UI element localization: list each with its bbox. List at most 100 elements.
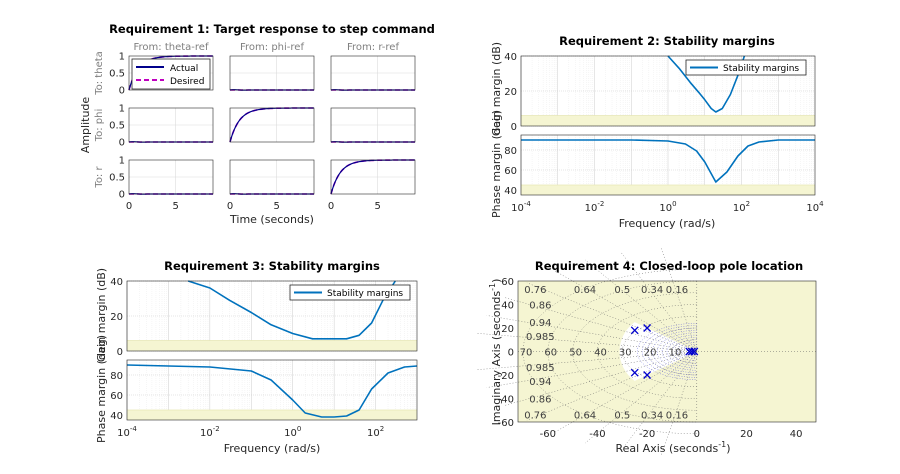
margin-bound-region <box>127 410 417 420</box>
req1-row-label-1: To: theta <box>94 51 105 96</box>
req2-ylabel-phase: Phase margin (deg) <box>490 110 503 218</box>
phase-margin-panel: 40 60 80 <box>504 134 816 197</box>
req4-damping-label: 0.985 <box>526 363 555 374</box>
req1-ytick-label: 1 <box>119 52 125 63</box>
margin-ytick-label: 40 <box>110 277 123 288</box>
req1-row-label-2: To: phi <box>94 109 105 143</box>
req4-damping-line <box>486 351 697 388</box>
req4-damping-line <box>584 259 697 352</box>
req4-xlabel-close: ) <box>726 442 730 455</box>
req3-title: Requirement 3: Stability margins <box>164 259 380 273</box>
req4-frequency-circle <box>646 327 697 376</box>
req1-xtick-label: 5 <box>172 201 178 212</box>
margin-xtick-label: 10-4 <box>511 200 531 214</box>
margin-ytick-label: 20 <box>504 87 517 98</box>
req4-damping-label: 0.76 <box>524 285 546 296</box>
gain-margin-panel: 0 20 40 <box>504 52 816 133</box>
req1-xtick-label: 0 <box>126 201 132 212</box>
req4-damping-label: 0.5 <box>614 410 630 421</box>
req4-pole-marker <box>630 368 639 377</box>
req4-damping-label: 0.94 <box>529 318 551 329</box>
req1-panel-2-1: 00.51 <box>109 104 214 149</box>
req1-xtick-label: 5 <box>374 201 380 212</box>
req1-panel-1-2 <box>229 55 315 91</box>
req1-xtick-label: 0 <box>227 201 233 212</box>
req4-frequency-circle <box>547 280 697 423</box>
req4-ytick-label: 20 <box>501 324 514 335</box>
req4-ylabel-text: Imaginary Axis (seconds <box>490 291 503 426</box>
req4-damping-label: 0.86 <box>529 395 551 406</box>
margin-xtick-label: 102 <box>733 200 750 214</box>
req1-ytick-label: 0 <box>119 138 125 149</box>
req1-ytick-label: 0.5 <box>109 69 125 80</box>
req4-pole-marker <box>643 324 652 332</box>
req4-damping-line <box>553 270 697 352</box>
req4-ytick-label: -20 <box>498 371 514 382</box>
req1-ytick-label: 0 <box>119 86 125 97</box>
margin-ytick-label: 40 <box>504 52 517 63</box>
req1-xtick-label: 0 <box>328 201 334 212</box>
req3-xlabel: Frequency (rad/s) <box>224 442 321 455</box>
req4-damping-line <box>476 351 697 370</box>
req4-damping-label: 0.16 <box>666 285 688 296</box>
req1-ytick-label: 0.5 <box>109 173 125 184</box>
margin-ytick-label: 40 <box>110 411 123 422</box>
req1-legend-actual: Actual <box>170 64 198 74</box>
req1-ylabel: Amplitude <box>79 97 92 154</box>
margin-curve <box>521 139 815 183</box>
req4-ylabel: Imaginary Axis (seconds-1) <box>488 279 503 426</box>
margin-bound-region <box>521 185 815 195</box>
req4-pole-marker <box>630 326 639 335</box>
req4-damping-label: 0.985 <box>526 332 555 343</box>
margin-bound-region <box>127 340 417 351</box>
req1-panel-2-2 <box>229 107 315 143</box>
req2-xlabel: Frequency (rad/s) <box>619 217 716 230</box>
margin-ytick-label: 0 <box>117 347 123 358</box>
req1-xtick-label: 5 <box>273 201 279 212</box>
req4-pole-marker <box>643 371 652 379</box>
phase-margin-panel: 40 60 80 <box>110 359 418 422</box>
req4-damping-line <box>584 351 697 444</box>
req4-damping-line <box>660 351 698 456</box>
req2-legend-label: Stability margins <box>723 64 799 74</box>
req1-col-label-1: From: theta-ref <box>134 42 209 53</box>
req4-ylabel-sup: -1 <box>488 283 497 291</box>
margin-xtick-label: 102 <box>367 425 384 439</box>
margin-xtick-label: 100 <box>284 425 301 439</box>
margin-xtick-label: 100 <box>659 200 676 214</box>
req4-pole-marker <box>685 347 694 356</box>
req4-xtick-label: -40 <box>589 429 605 440</box>
req4-damping-line <box>504 297 697 352</box>
req4-damping-line <box>486 315 697 352</box>
req1-xlabel: Time (seconds) <box>229 213 314 226</box>
req4-frequency-label: 10 <box>669 348 682 359</box>
req4-title: Requirement 4: Closed-loop pole location <box>535 259 803 273</box>
req4-allowed-region <box>619 322 697 381</box>
req1-ytick-label: 0.5 <box>109 121 125 132</box>
req4-ytick-label: 40 <box>501 301 514 312</box>
req4-damping-label: 0.64 <box>574 410 596 421</box>
req1-col-label-2: From: phi-ref <box>240 42 304 53</box>
req4-frequency-label: 20 <box>644 348 657 359</box>
margin-ytick-label: 20 <box>110 312 123 323</box>
req4-frequency-label: 50 <box>569 348 582 359</box>
req4-damping-line <box>526 351 697 421</box>
req4-xtick-label: 40 <box>790 429 803 440</box>
margin-bound-region <box>521 115 815 126</box>
margin-xtick-label: 104 <box>806 200 824 214</box>
req4-pole-location-plot: Requirement 4: Closed-loop pole location… <box>476 247 817 456</box>
req4-frequency-circle <box>522 269 697 434</box>
req4-frequency-label: 40 <box>594 348 607 359</box>
margin-ytick-label: 60 <box>110 391 123 402</box>
req1-title: Requirement 1: Target response to step c… <box>109 22 435 36</box>
req1-step-response-plot: Requirement 1: Target response to step c… <box>79 22 435 226</box>
req4-damping-line <box>504 351 697 406</box>
req4-damping-label: 0.5 <box>614 285 630 296</box>
req4-damping-label: 0.34 <box>641 285 663 296</box>
req4-frequency-circle <box>597 304 697 399</box>
req2-ylabel-gain: Gain margin (dB) <box>490 42 503 136</box>
req4-damping-label: 0.34 <box>641 410 663 421</box>
req4-xlabel: Real Axis (seconds-1) <box>615 440 730 455</box>
